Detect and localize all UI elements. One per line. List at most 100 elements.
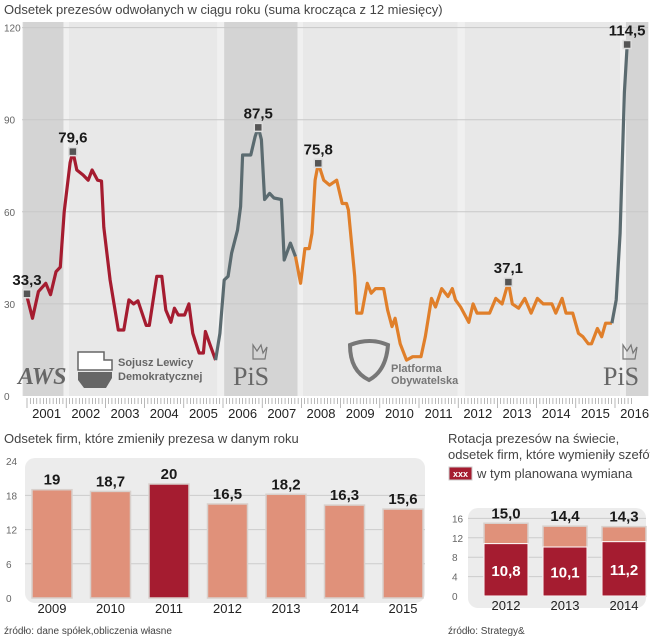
- data-label: 33,3: [12, 272, 41, 289]
- bar: [265, 493, 307, 599]
- sld-logo-icon-base: [78, 372, 112, 388]
- y-tick-label: 16: [452, 514, 464, 525]
- bar: [31, 488, 73, 599]
- y-tick-label: 0: [6, 594, 12, 605]
- data-marker: [253, 122, 264, 133]
- series-line-1: [214, 125, 297, 361]
- x-tick-label: 2002: [71, 406, 100, 421]
- government-period-band: [23, 22, 64, 396]
- party-logos: AWS Sojusz Lewicy Demokratycznej PiS PiS Plat…: [16, 339, 639, 391]
- x-tick-label: 2001: [32, 406, 61, 421]
- data-label: 75,8: [304, 141, 333, 158]
- chart-title: Odsetek firm, które zmieniły prezesa w d…: [4, 431, 299, 446]
- bar-value-label: 16,3: [330, 487, 359, 504]
- y-tick-label: 4: [452, 573, 458, 584]
- x-tick-label: 2008: [307, 406, 336, 421]
- x-tick-label: 2016: [620, 406, 649, 421]
- y-tick-label: 60: [4, 208, 16, 219]
- x-tick-label: 2003: [111, 406, 140, 421]
- bar-inner-label: 10,1: [550, 565, 579, 582]
- y-tick-label: 0: [4, 392, 10, 403]
- bar-value-label: 19: [44, 472, 61, 489]
- bar-value-label: 18,7: [96, 473, 125, 490]
- data-marker: [68, 146, 78, 157]
- crown-icon: [252, 343, 268, 360]
- x-tick-label: 2013: [551, 598, 580, 613]
- x-tick-label: 2011: [425, 406, 453, 421]
- x-tick-label: 2009: [346, 406, 375, 421]
- x-tick-label: 2006: [228, 406, 257, 421]
- data-marker: [503, 277, 514, 287]
- bar-value-label: 15,0: [491, 505, 520, 522]
- legend-label: w tym planowana wymiana: [476, 466, 633, 481]
- x-tick-label: 2004: [150, 406, 179, 421]
- y-tick-label: 12: [452, 534, 464, 545]
- x-tick-label: 2010: [96, 601, 125, 616]
- x-tick-label: 2005: [189, 406, 218, 421]
- source-note: źródło: Strategy&: [448, 626, 525, 637]
- x-tick-label: 2011: [155, 601, 183, 616]
- y-tick-label: 8: [452, 553, 458, 564]
- data-marker: [622, 39, 632, 50]
- series-line-0: [25, 150, 218, 361]
- bar-planned: [601, 541, 647, 597]
- government-period-band: [464, 22, 621, 396]
- x-tick-label: 2012: [213, 601, 242, 616]
- government-period-band: [302, 22, 458, 396]
- y-tick-label: 90: [4, 116, 16, 127]
- x-tick-label: 2007: [267, 406, 296, 421]
- bar: [206, 503, 249, 599]
- y-tick-label: 0: [452, 592, 458, 603]
- bar-value-label: 14,4: [550, 508, 580, 525]
- data-label: 114,5: [609, 22, 646, 39]
- series-line-2: [293, 161, 612, 362]
- sld-logo-text: Demokratycznej: [118, 371, 202, 383]
- data-label: 37,1: [494, 260, 523, 277]
- crown-icon: [622, 343, 638, 360]
- bar: [89, 490, 132, 599]
- x-tick-label: 2015: [389, 601, 418, 616]
- sld-logo-icon: [77, 351, 113, 371]
- bar-value-label: 18,2: [271, 476, 300, 493]
- bar-value-label: 15,6: [388, 491, 417, 508]
- pis-logo: PiS: [233, 362, 269, 391]
- x-tick-label: 2013: [272, 601, 301, 616]
- chart-title-line: Rotacja prezesów na świecie,: [448, 431, 619, 446]
- aws-logo: AWS: [16, 364, 67, 390]
- x-tick-label: 2012: [492, 598, 521, 613]
- source-note: źródło: dane spółek,obliczenia własne: [4, 626, 172, 637]
- y-tick-label: 30: [4, 300, 16, 311]
- bar-value-label: 14,3: [609, 509, 638, 526]
- bar: [323, 504, 366, 599]
- chart-title: Odsetek prezesów odwołanych w ciągu roku…: [4, 2, 443, 17]
- data-label: 87,5: [244, 105, 273, 122]
- legend-swatch-text: xxx: [453, 469, 468, 479]
- y-tick-label: 24: [6, 457, 18, 468]
- government-period-band: [625, 22, 649, 396]
- government-period-band: [224, 22, 298, 396]
- bar-value-label: 16,5: [213, 486, 242, 503]
- bar: [382, 508, 424, 599]
- bar-inner-label: 10,8: [491, 563, 520, 580]
- x-tick-label: 2009: [38, 601, 67, 616]
- data-label: 79,6: [58, 130, 87, 147]
- po-logo-icon: [347, 339, 391, 383]
- legend-swatch: [448, 466, 473, 481]
- data-marker: [22, 289, 32, 299]
- bar-value-label: 20: [161, 466, 178, 483]
- bar-planned: [542, 546, 588, 597]
- x-tick-label: 2015: [581, 406, 610, 421]
- x-tick-label: 2014: [610, 598, 639, 613]
- x-tick-label: 2014: [330, 601, 359, 616]
- y-tick-label: 18: [6, 491, 18, 502]
- sld-logo-text: Sojusz Lewicy: [118, 357, 194, 369]
- x-tick-label: 2010: [385, 406, 414, 421]
- pis-logo: PiS: [603, 362, 639, 391]
- chart-title: Rotacja prezesów na świecie, odsetek firm…: [448, 431, 650, 462]
- x-tick-label: 2014: [542, 406, 571, 421]
- chart-title-line: odsetek firm, które wymieniły szefów: [448, 447, 650, 462]
- x-tick-label: 2013: [503, 406, 532, 421]
- bar-planned: [483, 543, 529, 597]
